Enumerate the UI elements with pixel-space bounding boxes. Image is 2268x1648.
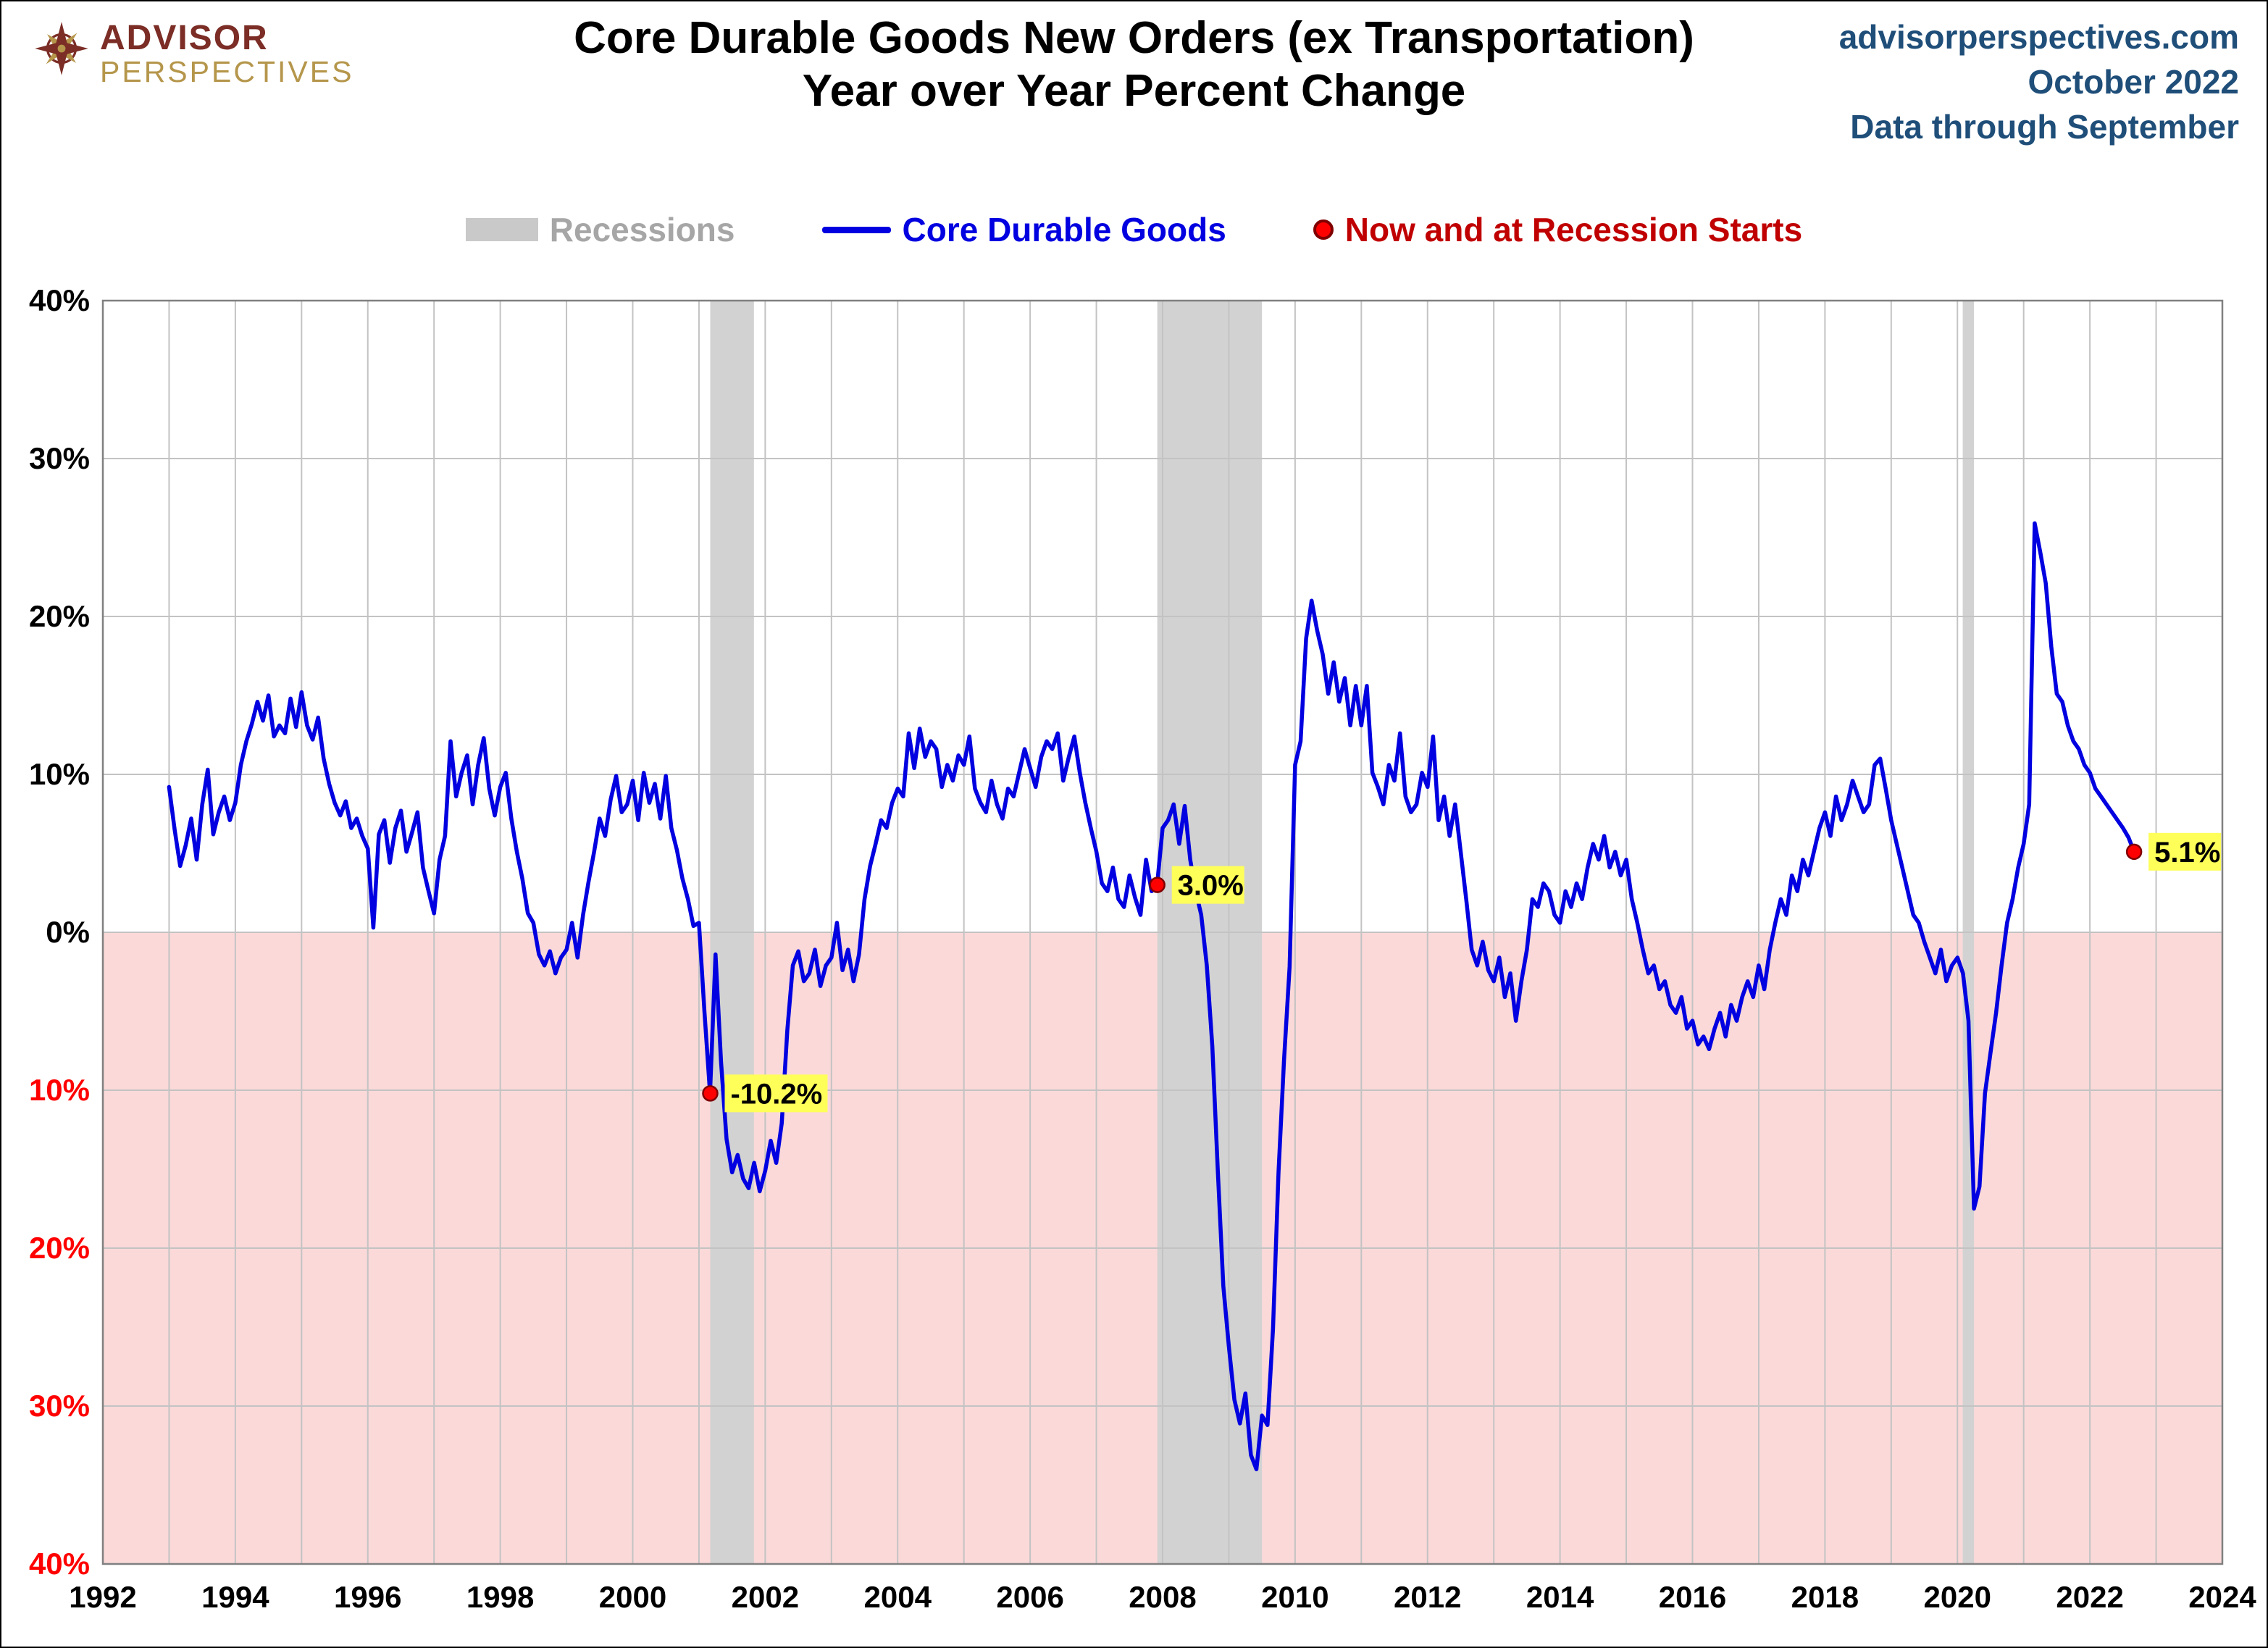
legend-markers-label: Now and at Recession Starts <box>1344 211 1803 248</box>
y-tick-label: 10% <box>29 1073 90 1107</box>
x-tick-label: 2016 <box>1659 1580 1726 1614</box>
x-tick-label: 2014 <box>1526 1580 1594 1614</box>
y-tick-label: 30% <box>29 441 90 475</box>
x-tick-label: 2018 <box>1791 1580 1859 1614</box>
y-tick-label: 20% <box>29 599 90 633</box>
y-tick-label: 40% <box>29 283 90 317</box>
marker-swatch-icon <box>1313 219 1334 240</box>
marker-label: -10.2% <box>730 1078 822 1110</box>
x-tick-label: 2006 <box>996 1580 1063 1614</box>
legend-item-markers: Now and at Recession Starts <box>1313 210 1802 249</box>
y-tick-label: 20% <box>29 1231 90 1265</box>
title-line-1: Core Durable Goods New Orders (ex Transp… <box>574 13 1694 63</box>
x-tick-label: 1996 <box>334 1580 401 1614</box>
y-tick-label: 30% <box>29 1389 90 1423</box>
y-tick-label: 10% <box>29 757 90 791</box>
title-line-2: Year over Year Percent Change <box>802 66 1466 117</box>
logo-perspectives-text: PERSPECTIVES <box>100 55 354 89</box>
legend: Recessions Core Durable Goods Now and at… <box>1 210 2267 249</box>
x-tick-label: 2012 <box>1394 1580 1461 1614</box>
marker-label-bg <box>724 1074 828 1113</box>
y-tick-label: 0% <box>46 915 90 949</box>
x-tick-label: 2002 <box>732 1580 799 1614</box>
x-tick-label: 2010 <box>1261 1580 1328 1614</box>
x-tick-label: 1992 <box>69 1580 136 1614</box>
marker-label-bg <box>1171 866 1244 904</box>
source-site: advisorperspectives.com <box>1838 18 2239 56</box>
x-tick-label: 2020 <box>1924 1580 1991 1614</box>
x-tick-label: 2024 <box>2188 1580 2256 1614</box>
source-date: October 2022 <box>2028 63 2239 101</box>
x-tick-label: 2004 <box>864 1580 932 1614</box>
logo: ADVISOR PERSPECTIVES <box>33 20 353 88</box>
x-tick-label: 2022 <box>2056 1580 2123 1614</box>
page-title: Core Durable Goods New Orders (ex Transp… <box>1 12 2267 117</box>
x-tick-label: 1998 <box>466 1580 534 1614</box>
source-block: advisorperspectives.com October 2022 Dat… <box>1839 14 2239 149</box>
x-tick-label: 1994 <box>201 1580 269 1614</box>
source-note: Data through September <box>1850 108 2239 146</box>
marker-dot <box>702 1085 719 1102</box>
legend-series-label: Core Durable Goods <box>902 211 1226 248</box>
recession-swatch-icon <box>465 218 538 241</box>
y-tick-label: 40% <box>29 1547 90 1581</box>
compass-icon <box>33 20 90 80</box>
legend-item-series: Core Durable Goods <box>821 210 1226 249</box>
series-line <box>167 521 2136 1471</box>
legend-recessions-label: Recessions <box>549 211 735 248</box>
x-tick-label: 2008 <box>1129 1580 1196 1614</box>
legend-item-recessions: Recessions <box>465 210 735 249</box>
marker-dot <box>2125 843 2143 861</box>
marker-dot <box>1149 877 1166 893</box>
line-swatch-icon <box>821 226 891 233</box>
chart-area: -10.2% 3.0% 5.1% 40% 30% 20% 10% 0% 10% 20% 30% 40%… <box>1 280 2267 1647</box>
plot-border <box>101 299 2224 1565</box>
chart-plot: -10.2% 3.0% 5.1% 40% 30% 20% 10% 0% 10% 20% 30% 40%… <box>29 283 2256 1614</box>
marker-label-bg <box>2148 832 2222 871</box>
logo-advisor-text: ADVISOR <box>100 19 269 57</box>
marker-label: 3.0% <box>1178 870 1244 902</box>
marker-label: 5.1% <box>2154 837 2220 869</box>
x-tick-label: 2000 <box>599 1580 666 1614</box>
